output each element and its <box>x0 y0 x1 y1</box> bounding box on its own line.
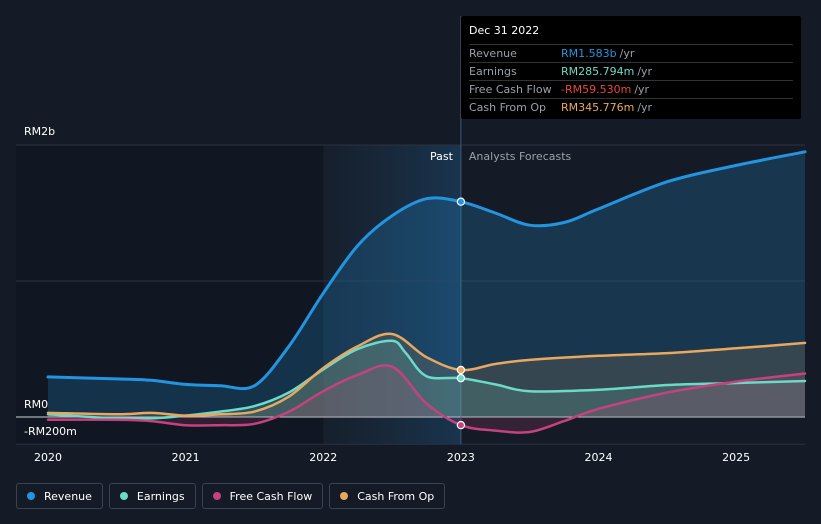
legend-dot-icon <box>119 492 128 500</box>
tooltip: Dec 31 2022 Revenue RM1.583b/yr Earnings RM… <box>461 16 801 119</box>
x-axis-tick-label: 2023 <box>447 451 475 464</box>
x-axis-tick-label: 2025 <box>722 451 750 464</box>
x-axis-tick-label: 2022 <box>309 451 337 464</box>
revenue-area <box>48 151 805 418</box>
earnings-marker[interactable] <box>456 373 466 383</box>
legend-item-earnings[interactable]: Earnings <box>108 483 196 509</box>
tooltip-row-unit: /yr <box>637 101 653 114</box>
tooltip-row-value: RM1.583b <box>561 47 617 60</box>
tooltip-row-name: Earnings <box>469 65 517 78</box>
tooltip-date: Dec 31 2022 <box>469 24 540 37</box>
cash-from-op-line <box>46 332 807 417</box>
revenue-marker[interactable] <box>456 197 466 206</box>
x-axis-tick-label: 2021 <box>172 451 200 464</box>
cash-from-op-marker[interactable] <box>456 365 466 375</box>
legend-dot-icon <box>212 492 221 500</box>
earnings-area <box>48 340 805 419</box>
tooltip-row: Free Cash Flow -RM59.530m/yr <box>469 80 793 98</box>
legend-dot-icon <box>27 492 35 500</box>
legend-item-cash-from-op[interactable]: Cash From Op <box>329 483 446 509</box>
tooltip-row: Earnings RM285.794m/yr <box>469 62 793 80</box>
past-label: Past <box>430 150 454 163</box>
tooltip-row-value: RM345.776m <box>561 101 635 114</box>
tooltip-row-unit: /yr <box>637 65 653 78</box>
tooltip-row: Cash From Op RM345.776m/yr <box>469 98 793 116</box>
tooltip-row-name: Free Cash Flow <box>469 83 552 96</box>
y-axis-label: RM2b <box>24 125 55 138</box>
legend-dot-icon <box>340 492 349 500</box>
past-region-shade <box>323 145 461 445</box>
tooltip-row-value: -RM59.530m <box>561 83 632 96</box>
tooltip-row: Revenue RM1.583b/yr <box>469 44 793 62</box>
y-axis-label: -RM200m <box>24 425 77 438</box>
tooltip-row-name: Cash From Op <box>469 101 547 114</box>
tooltip-row-unit: /yr <box>634 83 650 96</box>
revenue-line <box>46 150 807 391</box>
legend-label: Earnings <box>136 489 185 503</box>
history-region-shade <box>16 145 324 445</box>
legend-item-revenue[interactable]: Revenue <box>16 483 103 509</box>
free-cash-flow-area <box>48 365 805 433</box>
tooltip-row-value: RM285.794m <box>561 65 635 78</box>
free-cash-flow-marker[interactable] <box>456 420 466 430</box>
legend: Revenue Earnings Free Cash Flow Cash From O… <box>16 483 446 511</box>
forecast-label: Analysts Forecasts <box>469 150 572 163</box>
x-axis-tick-label: 2024 <box>585 451 613 464</box>
legend-label: Revenue <box>44 489 92 503</box>
tooltip-row-unit: /yr <box>619 47 635 60</box>
legend-item-free-cash-flow[interactable]: Free Cash Flow <box>201 483 324 509</box>
legend-label: Free Cash Flow <box>229 489 313 503</box>
y-axis-label: RM0 <box>24 398 48 411</box>
tooltip-row-name: Revenue <box>469 47 517 60</box>
x-axis-tick-label: 2020 <box>34 451 62 464</box>
free-cash-flow-line <box>46 364 807 434</box>
legend-label: Cash From Op <box>357 489 435 503</box>
